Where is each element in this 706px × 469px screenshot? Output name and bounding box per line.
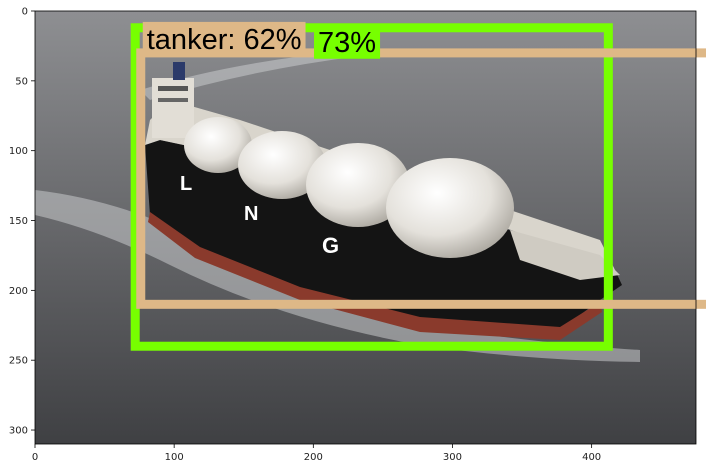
lng-tank <box>238 131 326 199</box>
lng-tank <box>386 158 514 258</box>
detection-box <box>136 48 706 309</box>
y-tick-label: 200 <box>9 286 28 297</box>
hull-waterline <box>148 212 602 340</box>
detection-label-background <box>314 24 381 59</box>
detection-label: 73% <box>318 27 376 59</box>
y-tick-label: 50 <box>15 76 28 87</box>
y-tick-label: 300 <box>9 426 28 437</box>
lng-tank <box>306 143 410 227</box>
y-axis: 0 50 100 150 200 250 300 <box>9 7 35 437</box>
x-tick-label: 100 <box>165 452 184 463</box>
y-tick-label: 150 <box>9 216 28 227</box>
lng-tank <box>184 117 252 173</box>
ship-bow <box>510 230 620 280</box>
y-tick-label: 100 <box>9 146 28 157</box>
ship-wake <box>35 190 640 362</box>
y-tick-label: 0 <box>22 7 28 18</box>
y-tick-label: 250 <box>9 356 28 367</box>
detection-label: tanker: 62% <box>147 24 302 56</box>
x-tick-label: 200 <box>304 452 323 463</box>
hull-letter-g: G <box>322 233 339 258</box>
detection-label-background <box>142 21 306 56</box>
hull-letter-l: L <box>180 173 192 195</box>
upper-wake <box>140 50 360 100</box>
ship-photo: L N G <box>35 11 696 444</box>
x-tick-label: 300 <box>443 452 462 463</box>
x-tick-label: 0 <box>32 452 38 463</box>
x-axis: 0 100 200 300 400 <box>32 444 601 463</box>
funnel <box>173 62 185 80</box>
x-tick-label: 400 <box>582 452 601 463</box>
hull-letter-n: N <box>244 203 258 225</box>
axes-frame <box>34 10 697 445</box>
detection-layer: 73% tanker: 62% <box>130 21 706 351</box>
